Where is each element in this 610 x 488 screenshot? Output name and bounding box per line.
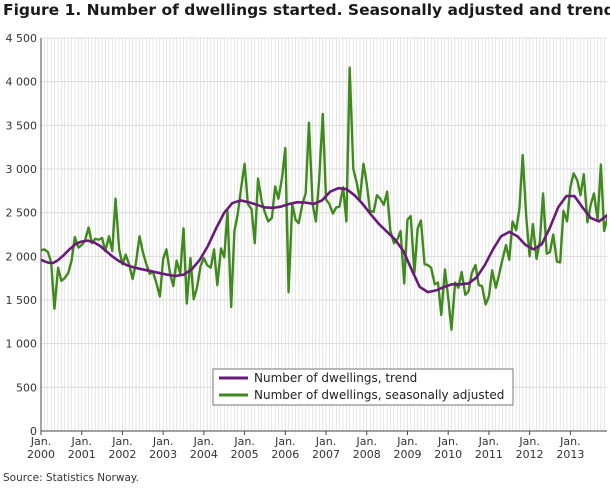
legend: Number of dwellings, trend Number of dwe… [212,368,514,406]
x-tick-year-label: 2013 [556,448,584,461]
grid-lines [41,37,607,431]
legend-label-trend: Number of dwellings, trend [254,371,417,385]
x-tick-month-label: Jan. [233,435,254,448]
x-tick-year-label: 2009 [393,448,421,461]
legend-label-seasonal: Number of dwellings, seasonally adjusted [254,388,504,402]
x-tick-year-label: 2000 [27,448,55,461]
x-tick-month-label: Jan. [30,435,51,448]
axes [40,38,607,435]
x-tick-year-label: 2006 [271,448,299,461]
x-tick-year-label: 2007 [312,448,340,461]
y-tick-label: 4 500 [6,32,38,45]
y-tick-label: 3 500 [6,119,38,132]
y-tick-labels: 0 500 1 000 1 500 2 000 2 500 3 000 3 500 4 000 4… [6,32,38,438]
y-tick-label: 2 000 [6,250,38,263]
y-tick-label: 500 [16,381,37,394]
y-tick-label: 4 000 [6,76,38,89]
y-tick-label: 2 500 [6,207,38,220]
x-tick-year-label: 2011 [475,448,503,461]
x-tick-month-label: Jan. [70,435,91,448]
y-tick-label: 0 [30,425,37,438]
y-tick-label: 3 000 [6,163,38,176]
series-lines [41,66,607,331]
x-tick-year-label: 2001 [68,448,96,461]
x-tick-month-label: Jan. [315,435,336,448]
x-tick-labels: Jan.2000Jan.2001Jan.2002Jan.2003Jan.2004… [27,435,584,461]
x-tick-month-label: Jan. [478,435,499,448]
x-tick-month-label: Jan. [193,435,214,448]
x-tick-year-label: 2010 [434,448,462,461]
x-tick-month-label: Jan. [518,435,539,448]
x-tick-year-label: 2003 [149,448,177,461]
x-tick-month-label: Jan. [437,435,458,448]
x-tick-year-label: 2005 [231,448,259,461]
x-tick-year-label: 2002 [108,448,136,461]
x-tick-year-label: 2008 [353,448,381,461]
x-tick-month-label: Jan. [356,435,377,448]
line-chart: 0 500 1 000 1 500 2 000 2 500 3 000 3 500 4 000 4… [6,32,607,461]
x-tick-month-label: Jan. [396,435,417,448]
chart-source: Source: Statistics Norway. [3,472,139,484]
series-line-trend [41,186,607,294]
y-tick-label: 1 500 [6,294,38,307]
x-tick-year-label: 2012 [516,448,544,461]
chart-title: Figure 1. Number of dwellings started. S… [3,1,610,19]
series-line-seasonal [41,66,607,331]
x-tick-month-label: Jan. [111,435,132,448]
legend-box [212,368,514,406]
x-tick-month-label: Jan. [559,435,580,448]
x-tick-month-label: Jan. [152,435,173,448]
x-tick-year-label: 2004 [190,448,218,461]
y-tick-label: 1 000 [6,338,38,351]
x-tick-month-label: Jan. [274,435,295,448]
